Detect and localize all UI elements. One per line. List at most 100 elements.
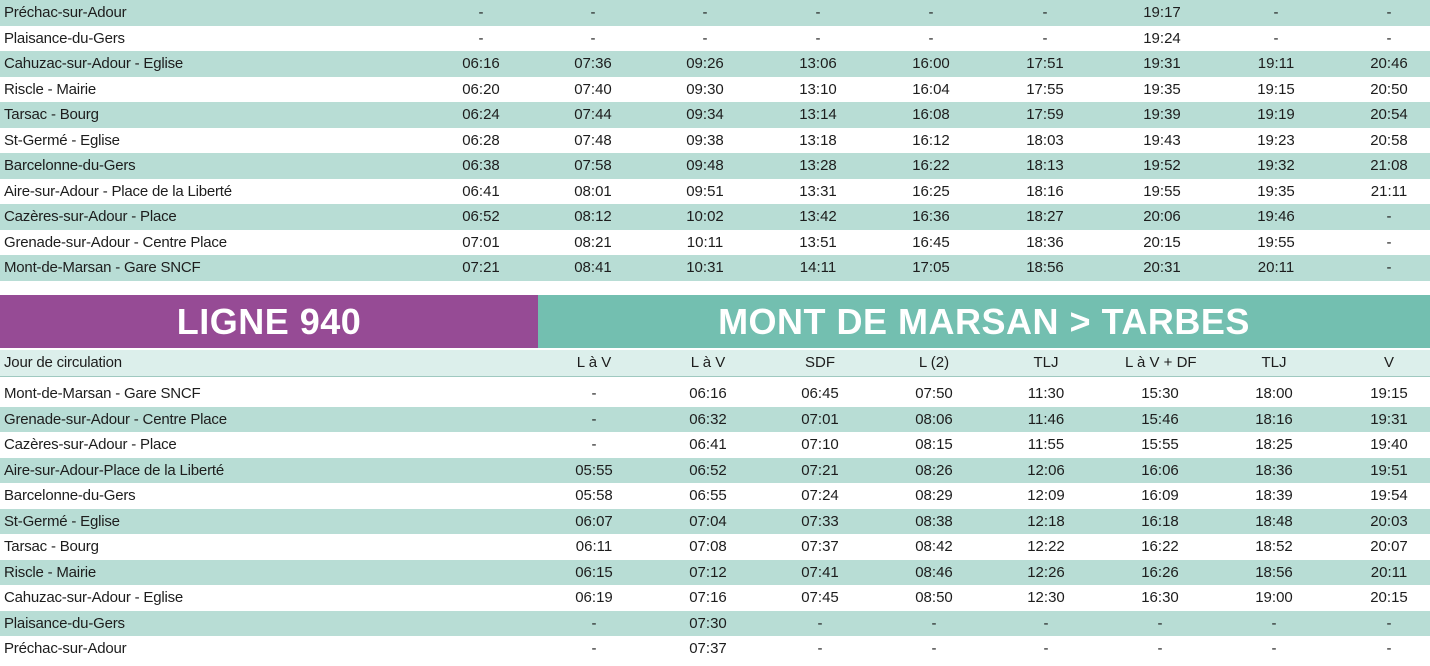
departure-time: 09:26 [686,55,724,72]
departure-time: - [591,436,597,453]
departure-time: 16:09 [1141,487,1179,504]
departure-time: 13:42 [799,208,837,225]
departure-time: 17:55 [1026,80,1064,98]
departure-time: 09:48 [686,157,724,174]
departure-time: - [590,4,596,21]
departure-time: 18:13 [1026,157,1064,174]
departure-time: 13:28 [799,157,837,174]
table-row: Préchac-sur-Adour - 07:37 - - - - - - [0,636,1430,662]
departure-time: 06:07 [575,512,613,530]
departure-time: - [1043,640,1049,657]
departure-time: 11:46 [1027,410,1065,428]
departure-time: 13:10 [799,80,837,98]
departure-time: 19:52 [1143,157,1181,174]
departure-time: 19:23 [1257,131,1295,149]
stop-name: Cahuzac-sur-Adour - Eglise [4,55,184,73]
departure-time: - [478,4,484,21]
departure-time: - [1042,29,1048,47]
departure-time: 17:59 [1026,106,1064,123]
departure-time: 07:01 [801,410,839,428]
departure-time: 07:21 [462,259,500,276]
departure-time: 07:10 [801,436,839,453]
operating-day-code: L à V [690,354,726,371]
departure-time: 18:00 [1255,385,1293,402]
departure-time: 08:42 [915,538,953,555]
table-row: Tarsac - Bourg 06:11 07:08 07:37 08:42 12:22 1… [0,534,1430,560]
departure-time: 19:15 [1370,385,1408,402]
stop-name: Tarsac - Bourg [4,538,99,556]
departure-time: - [1273,4,1279,21]
table-row: Aire-sur-Adour-Place de la Liberté 05:55 0… [0,457,1430,483]
departure-time: - [591,640,597,657]
departure-time: 19:40 [1370,436,1408,453]
departure-time: - [1386,640,1392,657]
departure-time: 06:19 [575,589,613,606]
departure-time: 19:32 [1257,157,1295,174]
departure-time: 09:34 [686,106,724,123]
departure-time: 20:50 [1370,80,1408,98]
departure-time: 18:16 [1026,182,1064,200]
departure-time: 15:46 [1141,410,1179,428]
departure-time: 16:36 [912,208,950,225]
departure-time: 07:58 [574,157,612,174]
departure-time: 18:56 [1255,563,1293,581]
departure-time: - [1157,640,1163,657]
departure-time: 20:54 [1370,106,1408,123]
departure-time: 08:29 [915,487,953,504]
departure-time: 19:35 [1257,182,1295,200]
departure-time: 06:52 [462,208,500,225]
operating-day-code: L (2) [918,354,950,371]
table-row: Mont-de-Marsan - Gare SNCF 07:21 08:41 10:3… [0,255,1430,281]
departure-time: 07:48 [574,131,612,149]
departure-time: 06:16 [689,385,727,402]
departure-time: 06:11 [575,538,613,555]
stop-name: Grenade-sur-Adour - Centre Place [4,410,227,428]
departure-time: 19:31 [1143,55,1181,72]
departure-time: 08:21 [574,233,612,251]
departure-time: 16:18 [1141,512,1179,530]
operating-day-code: TLJ [1033,354,1059,371]
table-row: Cahuzac-sur-Adour - Eglise 06:16 07:36 09:2… [0,51,1430,77]
departure-time: 20:07 [1370,538,1408,555]
departure-time: - [928,4,934,21]
table-row: Plaisance-du-Gers - 07:30 - - - - - - [0,610,1430,636]
table-row: Cazères-sur-Adour - Place - 06:41 07:10 08:1… [0,432,1430,458]
departure-time: 11:55 [1027,436,1065,453]
table-row: Plaisance-du-Gers - - - - - - 19:24 - - [0,26,1430,52]
stop-name: Barcelonne-du-Gers [4,487,136,505]
stop-name: Grenade-sur-Adour - Centre Place [4,233,227,251]
departure-time: 07:36 [574,55,612,72]
departure-time: 06:24 [462,106,500,123]
departure-time: - [590,29,596,47]
departure-time: - [702,4,708,21]
departure-time: 19:11 [1257,55,1295,72]
stop-name: Cahuzac-sur-Adour - Eglise [4,589,184,607]
departure-time: 06:28 [462,131,500,149]
departure-time: 06:52 [689,461,727,479]
stop-name: Riscle - Mairie [4,563,97,581]
stop-name: Aire-sur-Adour - Place de la Liberté [4,182,232,200]
stop-name: Préchac-sur-Adour [4,4,127,22]
departure-time: 07:33 [801,512,839,530]
operating-days-header: Jour de circulation L à V L à V SDF L (2) TLJ… [0,350,1430,377]
departure-time: 13:18 [799,131,837,149]
departure-time: 18:52 [1255,538,1293,555]
stop-name: Riscle - Mairie [4,80,97,98]
departure-time: 13:14 [799,106,837,123]
table-row: Barcelonne-du-Gers 05:58 06:55 07:24 08:29 12… [0,483,1430,509]
departure-time: 16:22 [912,157,950,174]
table-row: Cazères-sur-Adour - Place 06:52 08:12 10:02… [0,204,1430,230]
departure-time: - [1042,4,1048,21]
departure-time: 07:37 [801,538,839,555]
operating-days-label: Jour de circulation [4,354,122,372]
departure-time: - [817,640,823,657]
departure-time: 07:30 [689,614,727,632]
departure-time: 12:09 [1027,487,1065,504]
departure-time: 18:36 [1255,461,1293,479]
stop-name: Barcelonne-du-Gers [4,157,136,175]
departure-time: 16:45 [912,233,950,251]
stop-name: Mont-de-Marsan - Gare SNCF [4,259,201,277]
departure-time: - [1386,259,1392,276]
departure-time: 19:00 [1255,589,1293,606]
departure-time: - [591,385,597,402]
